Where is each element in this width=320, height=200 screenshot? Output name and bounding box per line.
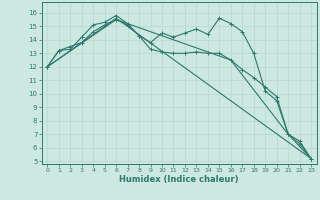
X-axis label: Humidex (Indice chaleur): Humidex (Indice chaleur) (119, 175, 239, 184)
